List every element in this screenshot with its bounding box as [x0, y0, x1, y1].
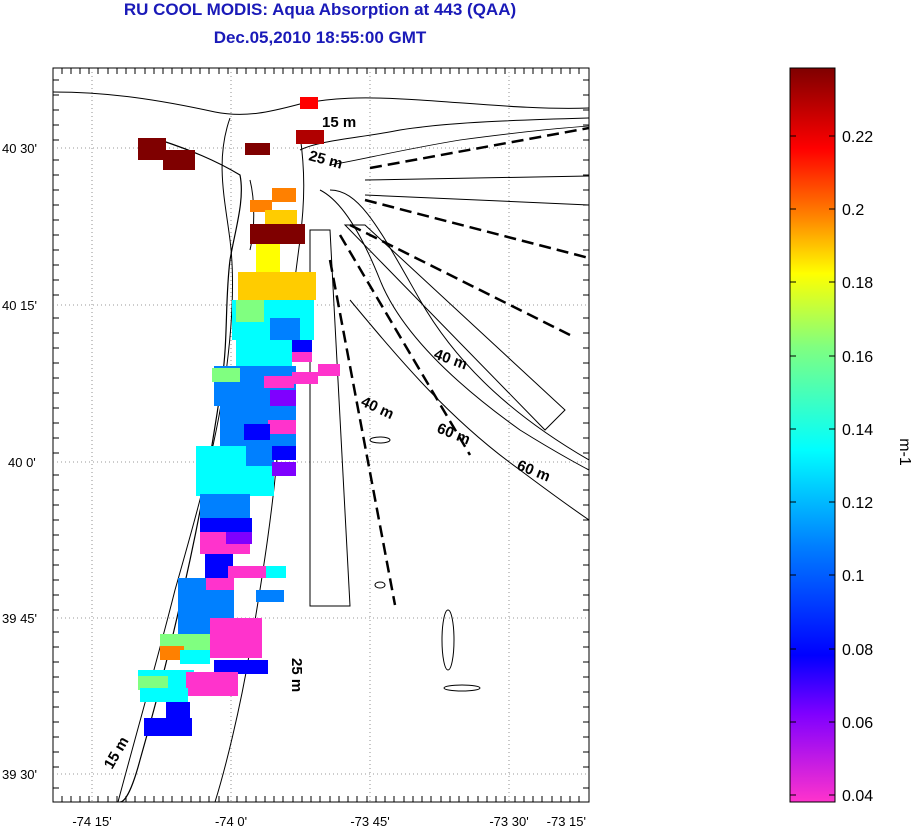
colorbar-tick-label: 0.2: [842, 202, 864, 219]
map-frame: [52, 67, 590, 803]
restricted-area-box: [309, 229, 351, 607]
colorbar-labels: 0.22 0.2 0.18 0.16 0.14 0.12 0.1 0.08 0.…: [842, 129, 873, 805]
sandy-hook: [249, 179, 255, 251]
colorbar-tick-label: 0.04: [842, 788, 873, 805]
colorbar-ticks: [790, 135, 835, 796]
chart-subtitle: Dec.05,2010 18:55:00 GMT: [213, 28, 427, 47]
isobath-60m-outer: [349, 299, 589, 521]
lat-tick: 40 0': [8, 455, 36, 470]
grid-lines: [53, 68, 589, 802]
island-shoal: [329, 125, 589, 166]
colorbar-tick-label: 0.08: [842, 642, 873, 659]
colorbar-tick-label: 0.22: [842, 129, 873, 146]
dashed-lanes: [328, 126, 589, 606]
long-island-shore: [299, 117, 589, 151]
colorbar-tick-label: 0.18: [842, 275, 873, 292]
lon-tick: -73 15': [547, 814, 586, 829]
colorbar-tick-label: 0.16: [842, 349, 873, 366]
colorbar: [789, 67, 836, 803]
lon-tick: -73 30': [489, 814, 528, 829]
lat-tick: 40 30': [2, 141, 37, 156]
depth-label: 25 m: [288, 658, 305, 692]
latitude-ticks: 40 30' 40 15' 40 0' 39 45' 39 30': [2, 141, 37, 782]
shipping-lane-box: [343, 224, 566, 431]
colorbar-tick-label: 0.1: [842, 568, 864, 585]
lon-tick: -73 45': [350, 814, 389, 829]
lat-tick: 39 30': [2, 767, 37, 782]
absorption-pixels: [138, 97, 340, 736]
colorbar-unit: m-1: [896, 438, 911, 466]
longitude-ticks: -74 15' -74 0' -73 45' -73 30' -73 15': [72, 814, 586, 829]
colorbar-tick-label: 0.06: [842, 715, 873, 732]
chart-title: RU COOL MODIS: Aqua Absorption at 443 (Q…: [123, 0, 517, 19]
isobath-40m: [319, 189, 589, 471]
colorbar-tick-label: 0.14: [842, 422, 873, 439]
lat-tick: 40 15': [2, 298, 37, 313]
lat-tick: 39 45': [2, 611, 37, 626]
lon-tick: -74 15': [72, 814, 111, 829]
depth-label: 15 m: [322, 114, 356, 131]
frame-ticks: [53, 68, 589, 802]
lon-tick: -74 0': [215, 814, 247, 829]
colorbar-tick-label: 0.12: [842, 495, 873, 512]
